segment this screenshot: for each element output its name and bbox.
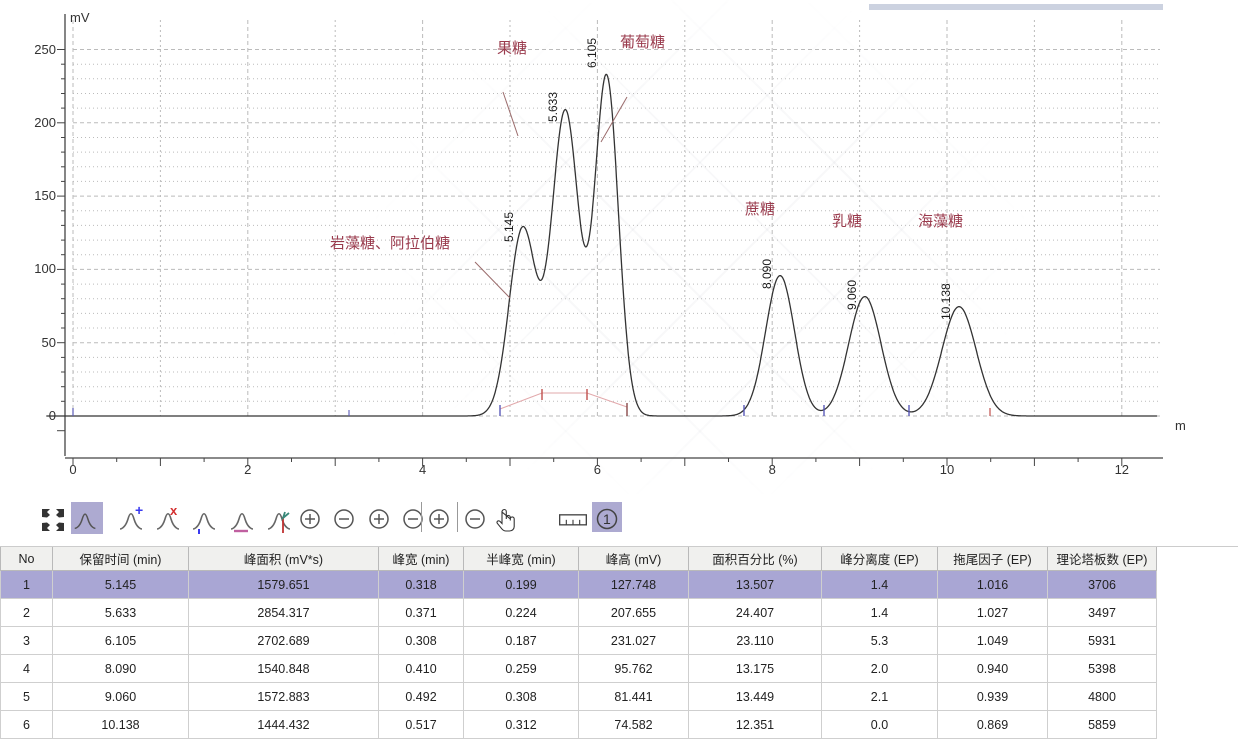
svg-text:1: 1 — [603, 511, 611, 527]
svg-text:+: + — [135, 504, 143, 518]
svg-text:x: x — [170, 504, 178, 518]
